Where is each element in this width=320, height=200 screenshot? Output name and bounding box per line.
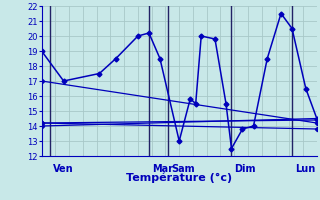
Text: Sam: Sam xyxy=(171,164,195,174)
Text: Ven: Ven xyxy=(52,164,73,174)
Text: Dim: Dim xyxy=(234,164,256,174)
Text: Lun: Lun xyxy=(295,164,315,174)
Text: Mar: Mar xyxy=(152,164,173,174)
X-axis label: Température (°c): Température (°c) xyxy=(126,173,232,183)
